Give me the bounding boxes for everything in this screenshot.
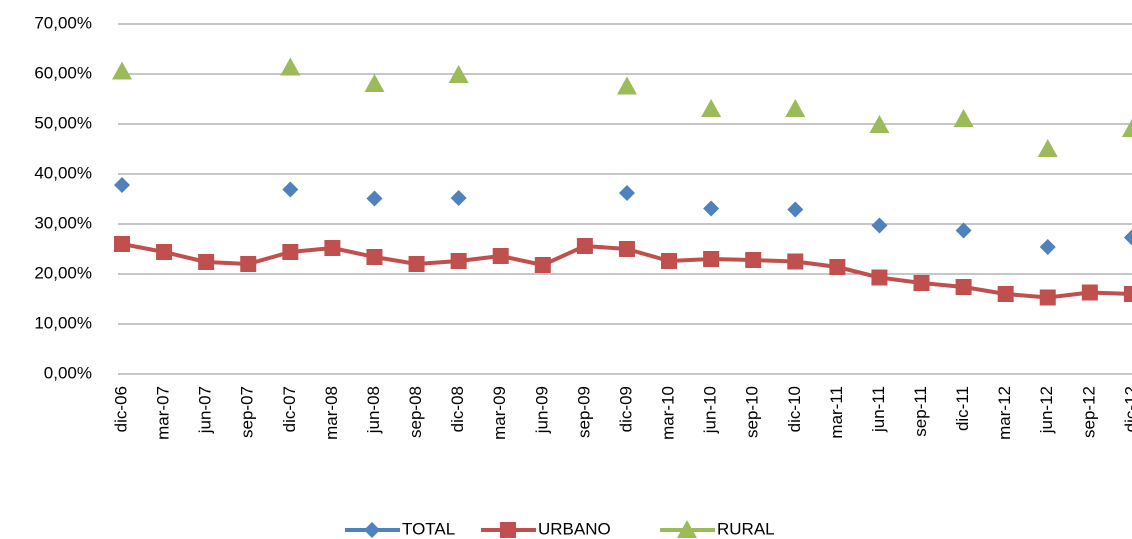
x-tick-label: mar-07 [154, 386, 173, 440]
legend-label: TOTAL [402, 519, 455, 538]
marker [829, 259, 846, 275]
marker [871, 269, 888, 286]
x-tick-label: mar-11 [827, 386, 846, 439]
legend-label: URBANO [538, 519, 611, 538]
marker [955, 222, 972, 239]
marker [282, 181, 299, 198]
x-tick-label: jun-08 [364, 386, 383, 434]
x-tick-label: sep-08 [406, 386, 425, 438]
marker [1123, 229, 1132, 246]
marker [787, 201, 804, 218]
marker [1037, 139, 1058, 157]
marker [1121, 119, 1132, 137]
x-tick-label: mar-09 [490, 386, 509, 440]
legend-label: RURAL [717, 519, 775, 538]
marker [913, 275, 930, 291]
marker [1123, 286, 1132, 302]
y-tick-label: 40,00% [34, 163, 92, 182]
x-tick-label: jun-09 [532, 386, 551, 434]
x-tick-label: mar-10 [659, 386, 678, 440]
y-tick-label: 20,00% [34, 263, 92, 282]
marker [616, 76, 637, 95]
marker [997, 286, 1014, 302]
y-tick-label: 70,00% [34, 13, 92, 32]
marker [114, 177, 130, 193]
marker [156, 244, 173, 260]
marker [745, 252, 762, 268]
marker [114, 236, 130, 252]
marker [240, 256, 257, 272]
marker [492, 248, 509, 264]
x-tick-label: jun-12 [1037, 386, 1056, 434]
x-tick-label: sep-09 [574, 386, 593, 438]
x-tick-label: sep-11 [911, 386, 930, 437]
marker [408, 256, 425, 272]
marker [785, 99, 806, 117]
marker [1039, 289, 1056, 306]
marker [1081, 284, 1098, 301]
marker [955, 279, 972, 295]
marker [1039, 239, 1056, 255]
marker [677, 520, 697, 538]
marker [198, 254, 215, 270]
marker [703, 200, 720, 217]
x-tick-label: dic-08 [448, 386, 467, 432]
marker [953, 109, 974, 127]
x-tick-label: dic-11 [953, 386, 972, 431]
marker [324, 240, 341, 256]
y-tick-label: 50,00% [34, 113, 92, 132]
marker [112, 61, 132, 80]
x-tick-label: dic-10 [785, 386, 804, 432]
x-tick-label: mar-08 [322, 386, 341, 440]
marker [366, 190, 383, 207]
marker [450, 253, 467, 269]
y-tick-label: 30,00% [34, 213, 92, 232]
marker [534, 257, 551, 273]
marker [364, 74, 385, 92]
x-tick-label: jun-10 [701, 386, 720, 434]
marker [618, 185, 635, 201]
marker [364, 522, 380, 538]
marker [576, 238, 593, 254]
marker [701, 99, 722, 117]
marker [366, 249, 383, 265]
y-tick-label: 60,00% [34, 63, 92, 82]
marker [869, 115, 890, 133]
x-tick-label: sep-12 [1079, 386, 1098, 438]
marker [450, 190, 467, 206]
marker [280, 57, 301, 76]
marker [787, 253, 804, 270]
x-tick-label: jun-11 [869, 386, 888, 433]
marker [282, 244, 299, 260]
marker [618, 241, 635, 257]
x-tick-label: sep-07 [238, 386, 257, 438]
x-tick-label: dic-09 [616, 386, 635, 432]
marker [871, 217, 888, 234]
x-tick-label: dic-12 [1121, 386, 1132, 432]
x-tick-label: sep-10 [743, 386, 762, 438]
y-tick-label: 10,00% [34, 313, 92, 332]
marker [661, 253, 678, 269]
marker [703, 251, 720, 267]
marker [448, 65, 469, 83]
x-tick-label: dic-07 [280, 386, 299, 432]
x-tick-label: mar-12 [995, 386, 1014, 440]
x-tick-label: jun-07 [196, 386, 215, 434]
marker [500, 522, 516, 538]
x-tick-label: dic-06 [111, 386, 130, 432]
y-tick-label: 0,00% [44, 363, 92, 382]
